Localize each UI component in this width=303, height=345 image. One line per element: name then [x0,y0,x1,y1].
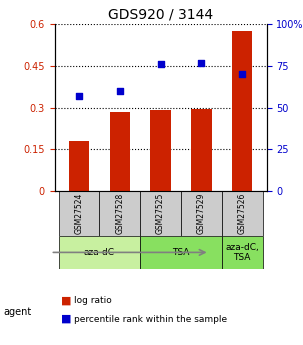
Point [240,71,245,77]
Text: percentile rank within the sample: percentile rank within the sample [74,315,227,324]
FancyBboxPatch shape [222,236,263,269]
Text: aza-dC: aza-dC [84,248,115,257]
Text: GSM27529: GSM27529 [197,193,206,234]
Text: aza-dC,
TSA: aza-dC, TSA [225,243,259,262]
Bar [110,112,130,191]
FancyBboxPatch shape [58,236,140,269]
Text: log ratio: log ratio [74,296,112,305]
Text: GSM27528: GSM27528 [115,193,124,234]
Text: agent: agent [3,307,31,317]
Text: ■: ■ [61,295,71,305]
Text: TSA: TSA [172,248,190,257]
FancyBboxPatch shape [140,236,222,269]
Point [77,93,82,99]
Bar [150,110,171,191]
FancyBboxPatch shape [140,191,181,236]
FancyBboxPatch shape [99,191,140,236]
Point [158,61,163,67]
Text: GSM27525: GSM27525 [156,193,165,234]
Text: GSM27524: GSM27524 [75,193,84,234]
Bar [191,109,211,191]
FancyBboxPatch shape [181,191,222,236]
FancyBboxPatch shape [222,191,263,236]
Text: GSM27526: GSM27526 [238,193,247,234]
Point [199,60,204,65]
Bar [232,31,252,191]
FancyBboxPatch shape [58,191,99,236]
Bar [69,141,89,191]
Text: ■: ■ [61,314,71,324]
Title: GDS920 / 3144: GDS920 / 3144 [108,8,213,22]
Point [117,88,122,94]
